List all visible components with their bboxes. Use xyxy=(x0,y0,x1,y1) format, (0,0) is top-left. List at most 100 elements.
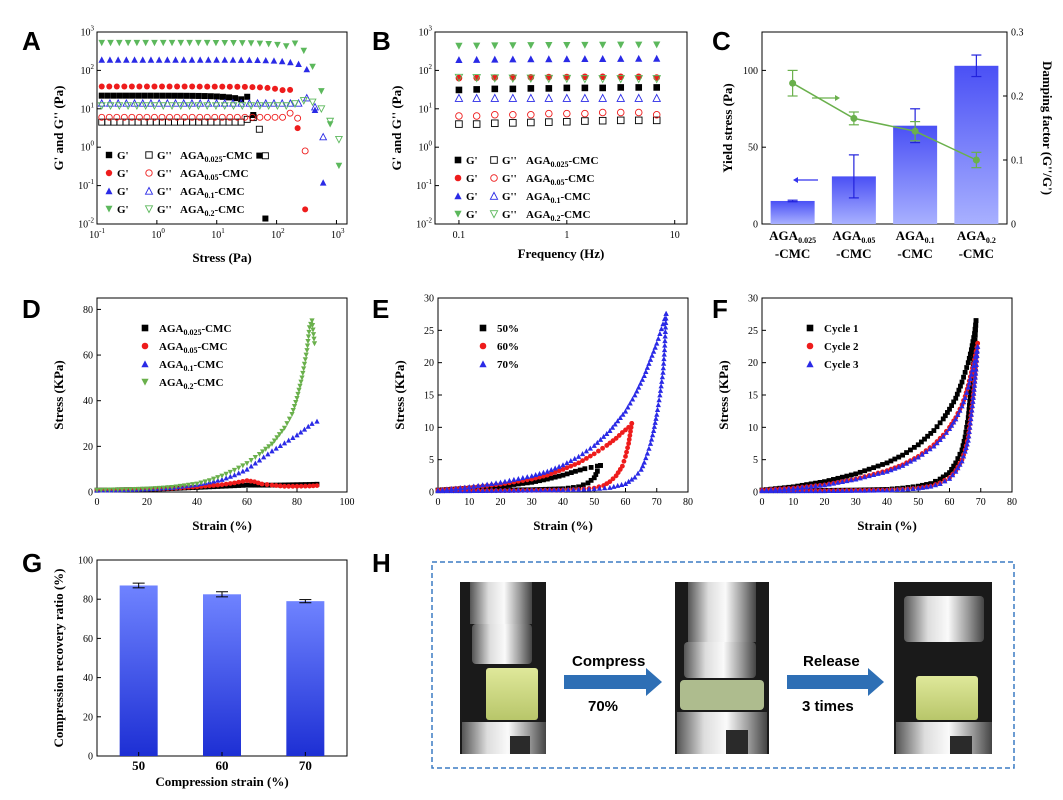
gp-point xyxy=(106,56,114,63)
data-point xyxy=(933,478,938,484)
y-tick-label: 20 xyxy=(83,442,93,453)
gpp-point xyxy=(455,112,463,120)
data-point xyxy=(968,347,974,353)
data-point xyxy=(252,454,258,461)
data-point xyxy=(232,480,237,486)
data-point xyxy=(240,482,246,488)
legend-marker xyxy=(141,342,149,350)
gpp-point xyxy=(526,93,536,102)
data-point xyxy=(255,480,261,486)
data-point xyxy=(923,448,929,454)
legend-gpp-marker xyxy=(490,174,498,182)
data-point xyxy=(973,327,978,333)
data-point xyxy=(244,482,250,488)
gpp-point xyxy=(143,113,151,121)
data-point xyxy=(466,484,472,490)
gpp-point xyxy=(128,113,136,121)
series-2 xyxy=(435,310,669,494)
x-tick-label: 40 xyxy=(192,497,202,508)
data-point xyxy=(305,334,312,340)
data-point xyxy=(971,382,978,388)
data-point xyxy=(959,447,965,453)
data-point xyxy=(866,473,872,479)
gp-point xyxy=(168,39,176,47)
x-tick-label: 0.1 xyxy=(453,230,466,241)
data-point xyxy=(161,485,167,491)
data-point xyxy=(964,424,970,430)
data-point xyxy=(591,442,597,448)
data-point xyxy=(786,488,792,494)
gp-point xyxy=(455,86,463,94)
data-point xyxy=(937,436,943,443)
data-point xyxy=(286,437,292,443)
data-point xyxy=(966,407,972,412)
gp-point xyxy=(221,39,229,47)
data-point xyxy=(248,478,254,484)
gp-point xyxy=(104,92,111,99)
panel-label-h: H xyxy=(372,548,391,578)
y-tick-label: 0 xyxy=(88,752,93,763)
data-point xyxy=(972,342,978,348)
data-point xyxy=(98,487,104,493)
data-point xyxy=(931,443,937,449)
data-point xyxy=(223,475,229,481)
data-point xyxy=(644,450,651,456)
data-point xyxy=(240,468,246,474)
data-point xyxy=(259,449,266,455)
gpp-point xyxy=(598,75,608,84)
legend-label: 70% xyxy=(497,359,519,371)
data-point xyxy=(661,347,668,353)
data-point xyxy=(629,476,635,482)
data-point xyxy=(296,387,302,393)
data-point xyxy=(612,421,618,427)
data-point xyxy=(298,429,304,435)
data-point xyxy=(511,482,517,487)
gpp-point xyxy=(150,102,159,111)
gp-point xyxy=(181,83,188,90)
gp-point xyxy=(509,42,517,50)
data-point xyxy=(529,479,535,485)
data-point xyxy=(181,483,188,489)
data-point xyxy=(152,486,158,492)
y-tick-label: 25 xyxy=(424,326,434,337)
gpp-point xyxy=(455,120,463,128)
gpp-point xyxy=(472,74,482,83)
data-point xyxy=(223,481,229,487)
data-point xyxy=(457,485,463,491)
data-point xyxy=(641,372,647,378)
series-b-3 xyxy=(454,41,662,84)
data-point xyxy=(583,448,590,454)
gp-point xyxy=(309,63,316,70)
data-point xyxy=(660,321,666,327)
yield-axis-arrowhead xyxy=(793,177,798,183)
legend-label: AGA0.2-CMC xyxy=(159,377,223,391)
data-point xyxy=(623,454,628,459)
gpp-point xyxy=(616,116,625,125)
data-point xyxy=(475,482,481,488)
gp-point xyxy=(270,57,278,64)
data-point xyxy=(231,472,238,478)
legend-gp-marker xyxy=(105,151,113,159)
category-label-line2: -CMC xyxy=(775,246,810,261)
data-point xyxy=(972,378,978,384)
data-point xyxy=(967,375,973,382)
data-point xyxy=(658,326,665,332)
category-label-line2: -CMC xyxy=(836,246,871,261)
data-point xyxy=(515,475,521,482)
chart-panel-c: 0 50 100 0 0.1 0.2 0.3 Yield stress (Pa) Damping… xyxy=(720,28,1055,262)
data-point xyxy=(264,482,270,487)
data-point xyxy=(291,404,298,410)
data-point xyxy=(857,469,863,475)
data-point xyxy=(462,484,468,490)
panel-label-d: D xyxy=(22,294,41,324)
legend-gpp-label: G'' xyxy=(157,186,172,198)
gp-point xyxy=(653,41,661,49)
legend-gpp-marker xyxy=(489,210,499,219)
gp-point xyxy=(234,83,241,90)
data-point xyxy=(286,416,293,422)
data-point xyxy=(622,408,629,414)
legend-marker xyxy=(806,360,814,368)
data-point xyxy=(575,453,582,459)
gpp-point xyxy=(581,109,589,118)
category-label: AGA0.05 xyxy=(832,228,875,245)
